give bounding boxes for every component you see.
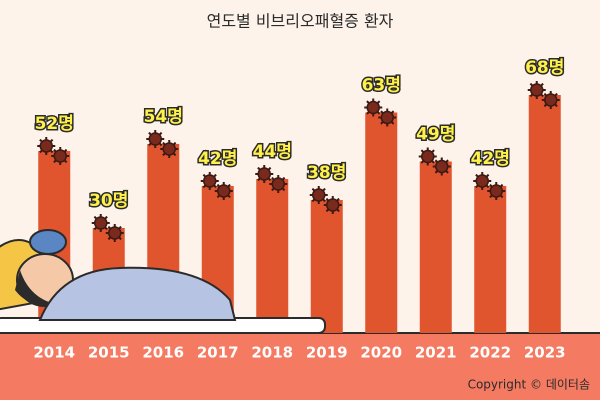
x-tick-label: 2015 xyxy=(88,344,130,362)
virus xyxy=(108,226,122,240)
virus xyxy=(148,132,162,146)
value-label: 38명 xyxy=(307,163,346,183)
virus xyxy=(544,93,558,107)
value-label: 54명 xyxy=(144,107,183,127)
bar xyxy=(419,161,452,333)
value-label: 52명 xyxy=(35,114,74,134)
bar xyxy=(474,186,507,333)
virus xyxy=(421,149,435,164)
value-label: 68명 xyxy=(525,58,564,78)
virus xyxy=(530,83,544,97)
blanket xyxy=(38,266,237,321)
ice-pack xyxy=(29,229,67,255)
virus xyxy=(489,184,503,198)
value-label: 49명 xyxy=(416,125,455,145)
virus xyxy=(271,177,285,191)
floor-band xyxy=(0,333,600,400)
value-label: 30명 xyxy=(89,191,128,211)
bar xyxy=(365,112,398,333)
virus xyxy=(435,159,449,174)
virus xyxy=(312,188,326,202)
chart-title: 연도별 비브리오패혈증 환자 xyxy=(207,12,394,31)
value-label: 42명 xyxy=(198,149,237,169)
virus xyxy=(162,142,176,156)
x-tick-label: 2020 xyxy=(360,344,402,362)
x-tick-label: 2017 xyxy=(197,344,239,362)
x-tick-label: 2022 xyxy=(469,344,511,362)
virus xyxy=(94,216,108,230)
virus xyxy=(257,167,271,181)
virus xyxy=(475,174,489,188)
hair xyxy=(15,270,60,306)
virus xyxy=(366,100,380,115)
x-tick-label: 2023 xyxy=(524,344,566,362)
virus xyxy=(380,110,394,125)
virus xyxy=(39,139,53,153)
value-label: 44명 xyxy=(253,142,292,162)
value-label: 63명 xyxy=(362,76,401,96)
virus xyxy=(217,184,231,198)
virus xyxy=(326,198,340,212)
value-label: 42명 xyxy=(471,149,510,169)
sick-person xyxy=(0,229,326,334)
virus xyxy=(53,149,67,163)
x-tick-label: 2016 xyxy=(142,344,184,362)
bar xyxy=(310,200,343,333)
virus xyxy=(203,174,217,188)
copyright: Copyright © 데이터솜 xyxy=(468,378,590,392)
x-tick-label: 2018 xyxy=(251,344,293,362)
x-tick-label: 2014 xyxy=(33,344,75,362)
x-tick-label: 2021 xyxy=(415,344,457,362)
bar xyxy=(256,179,289,333)
bar xyxy=(528,95,561,333)
x-tick-label: 2019 xyxy=(306,344,348,362)
